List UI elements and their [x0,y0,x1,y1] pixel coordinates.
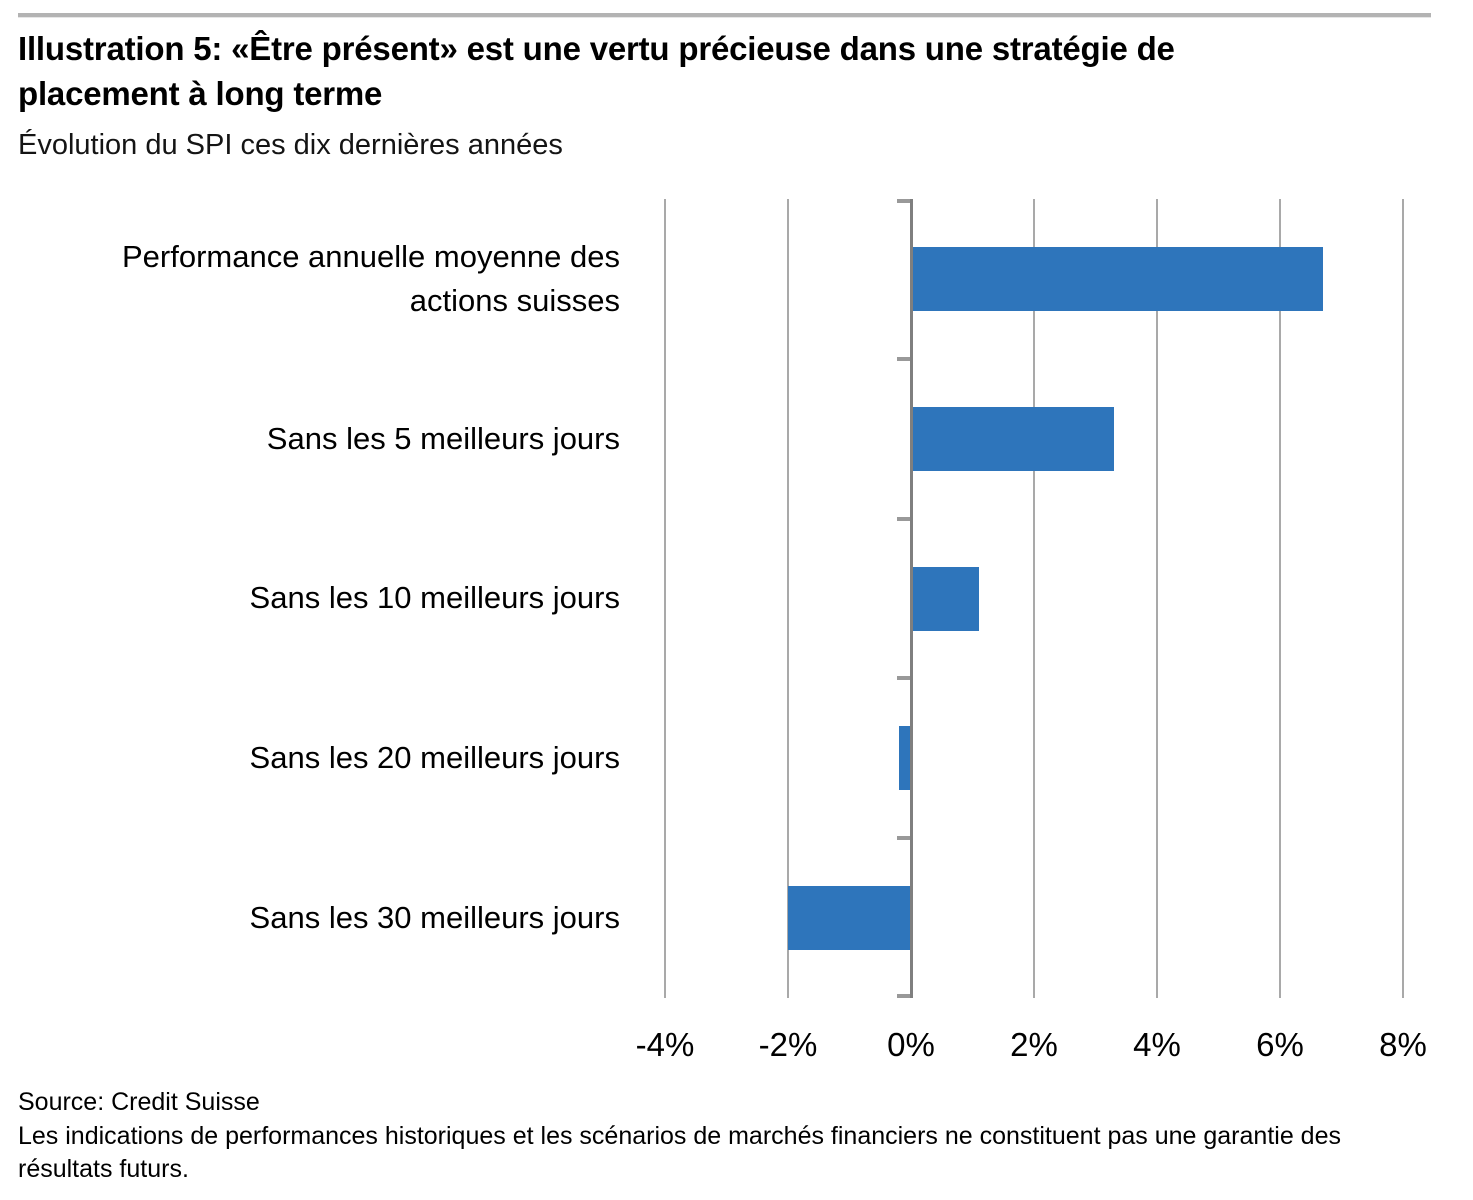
category-boundary-tick [897,356,911,361]
chart-subtitle: Évolution du SPI ces dix dernières année… [18,129,563,161]
category-label: Sans les 10 meilleurs jours [249,580,620,616]
category-boundary-tick [897,676,911,681]
zero-axis-line [909,199,913,998]
top-divider [18,13,1431,18]
bar-5 [788,886,911,951]
disclaimer-note: Les indications de performances historiq… [18,1122,1341,1183]
category-boundary-tick [897,994,911,998]
chart-title: Illustration 5: «Être présent» est une v… [18,30,1175,112]
x-axis-tick-label: 2% [1010,1026,1058,1063]
x-axis-tick-label: -2% [758,1026,818,1063]
category-label: Sans les 20 meilleurs jours [249,740,620,776]
gridline [664,199,666,998]
gridline [1402,199,1404,998]
gridline [1033,199,1035,998]
x-axis-tick-label: 6% [1256,1026,1304,1063]
source-note: Source: Credit Suisse [18,1088,260,1116]
category-label: Sans les 30 meilleurs jours [249,900,620,936]
category-boundary-tick [897,199,911,203]
gridline [1279,199,1281,998]
category-label: Performance annuelle moyenne des actions… [121,238,620,318]
gridline [1156,199,1158,998]
bar-4 [898,726,911,791]
x-axis-tick-label: -4% [635,1026,695,1063]
bar-3 [911,566,979,631]
bar-2 [911,406,1114,471]
x-axis-tick-label: 0% [887,1026,935,1063]
bar-1 [911,246,1324,311]
gridline [787,199,789,998]
x-axis-tick-label: 8% [1379,1026,1427,1063]
category-boundary-tick [897,836,911,841]
x-axis-tick-label: 4% [1133,1026,1181,1063]
category-boundary-tick [897,516,911,521]
category-label: Sans les 5 meilleurs jours [266,420,620,456]
